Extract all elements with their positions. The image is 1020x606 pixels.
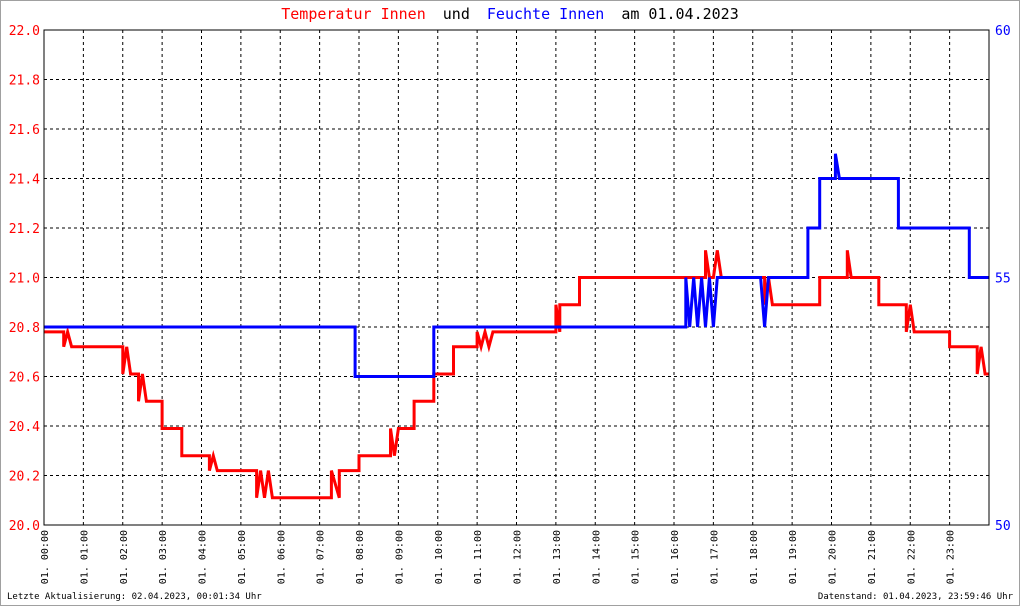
y-axis-right: 50 55 60	[995, 24, 1011, 534]
x-tick-label: 01. 08:00	[355, 530, 366, 584]
x-tick-label: 01. 06:00	[276, 530, 287, 584]
x-tick-label: 01. 21:00	[867, 530, 878, 584]
x-tick-label: 01. 19:00	[788, 530, 799, 584]
y-left-tick-label: 20.6	[9, 371, 40, 386]
x-tick-label: 01. 12:00	[513, 530, 524, 584]
x-tick-label: 01. 11:00	[473, 530, 484, 584]
x-tick-label: 01. 03:00	[158, 530, 169, 584]
series-group	[44, 153, 989, 500]
humidity-line	[44, 153, 989, 378]
x-tick-label: 01. 10:00	[434, 530, 445, 584]
x-tick-label: 01. 22:00	[906, 530, 917, 584]
y-right-tick-label: 50	[995, 519, 1011, 534]
x-tick-label: 01. 09:00	[394, 530, 405, 584]
title-und: und	[443, 5, 470, 23]
x-tick-label: 01. 04:00	[198, 530, 209, 584]
y-right-tick-label: 60	[995, 24, 1011, 39]
y-left-tick-label: 21.8	[9, 74, 40, 89]
x-tick-label: 01. 18:00	[749, 530, 760, 584]
y-left-tick-label: 21.4	[9, 173, 40, 188]
y-left-tick-label: 21.6	[9, 123, 40, 138]
x-tick-label: 01. 14:00	[591, 530, 602, 584]
y-right-tick-label: 55	[995, 272, 1011, 287]
x-tick-label: 01. 23:00	[946, 530, 957, 584]
y-left-tick-label: 20.0	[9, 519, 40, 534]
y-left-tick-label: 21.2	[9, 222, 40, 237]
y-left-tick-label: 20.4	[9, 420, 40, 435]
x-axis: 01. 00:00 01. 01:00 01. 02:00 01. 03:00 01. …	[40, 530, 957, 584]
plot-area-border	[43, 29, 990, 526]
title-humidity: Feuchte Innen	[487, 5, 604, 23]
x-tick-label: 01. 15:00	[631, 530, 642, 584]
footer-data-status: Datenstand: 01.04.2023, 23:59:46 Uhr	[817, 592, 1013, 602]
y-left-tick-label: 20.2	[9, 470, 40, 485]
x-tick-label: 01. 07:00	[316, 530, 327, 584]
chart-title: Temperatur Innen und Feuchte Innen am 01…	[281, 5, 739, 23]
y-axis-left: 20.0 20.2 20.4 20.6 20.8 21.0 21.2 21.4 21.6 21.8…	[9, 24, 40, 534]
x-tick-label: 01. 16:00	[670, 530, 681, 584]
footer-last-update: Letzte Aktualisierung: 02.04.2023, 00:01…	[7, 592, 262, 602]
y-left-tick-label: 20.8	[9, 321, 40, 336]
y-left-tick-label: 21.0	[9, 272, 40, 287]
x-tick-label: 01. 02:00	[119, 530, 130, 584]
y-left-tick-label: 22.0	[9, 24, 40, 39]
temperature-line	[44, 250, 989, 500]
x-tick-label: 01. 13:00	[552, 530, 563, 584]
x-tick-label: 01. 20:00	[828, 530, 839, 584]
x-tick-label: 01. 17:00	[709, 530, 720, 584]
title-date: am 01.04.2023	[621, 5, 738, 23]
x-tick-label: 01. 05:00	[237, 530, 248, 584]
x-tick-label: 01. 01:00	[79, 530, 90, 584]
title-temperature: Temperatur Innen	[281, 5, 426, 23]
x-tick-label: 01. 00:00	[40, 530, 51, 584]
